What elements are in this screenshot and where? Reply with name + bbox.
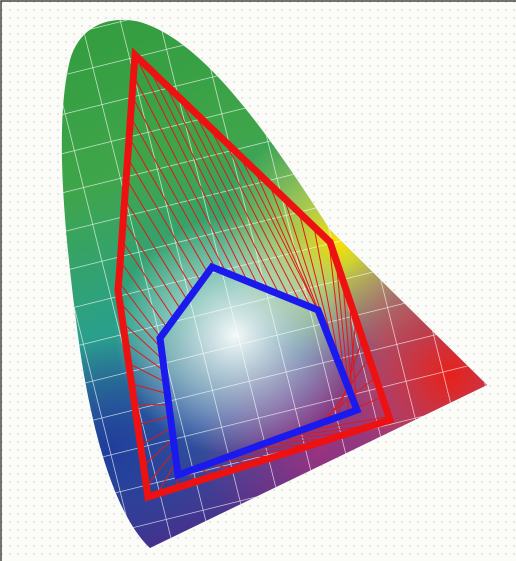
mapping-line bbox=[146, 449, 176, 487]
mapping-line bbox=[128, 363, 167, 383]
mapping-line bbox=[118, 281, 161, 338]
mapping-line bbox=[122, 219, 182, 310]
outer-gamut bbox=[114, 47, 395, 502]
mapping-line bbox=[156, 461, 177, 495]
mapping-line bbox=[124, 198, 188, 301]
mapping-line bbox=[134, 403, 169, 406]
inner-gamut bbox=[156, 262, 362, 480]
mapping-line bbox=[130, 116, 217, 269]
mapping-line bbox=[122, 322, 164, 361]
mapping-line bbox=[119, 301, 162, 349]
mapping-line bbox=[143, 438, 174, 467]
mapping-line bbox=[314, 377, 376, 426]
mapping-line bbox=[238, 154, 320, 314]
mapping-line bbox=[335, 259, 349, 388]
mapping-line bbox=[179, 97, 280, 295]
mapping-line bbox=[119, 260, 168, 329]
mapping-line bbox=[121, 240, 175, 320]
mapping-line bbox=[328, 240, 345, 378]
mapping-line bbox=[133, 75, 238, 278]
mapping-line bbox=[209, 126, 301, 304]
mapping-line bbox=[127, 157, 202, 283]
mapping-line bbox=[336, 338, 363, 418]
mapping-line bbox=[131, 95, 227, 274]
mapping-line bbox=[164, 83, 270, 291]
mapping-line bbox=[224, 140, 312, 308]
mapping-line bbox=[149, 69, 259, 286]
mapping-line bbox=[134, 54, 248, 282]
mapping-line bbox=[125, 342, 165, 372]
mapping-line bbox=[125, 178, 195, 292]
mapping-line bbox=[140, 427, 173, 446]
mapping-line bbox=[194, 111, 291, 299]
mapping-line bbox=[131, 383, 168, 395]
mapping-line bbox=[137, 415, 171, 426]
mapping-line bbox=[128, 137, 209, 274]
mapping-line bbox=[253, 169, 324, 325]
mapping-line bbox=[313, 226, 341, 367]
